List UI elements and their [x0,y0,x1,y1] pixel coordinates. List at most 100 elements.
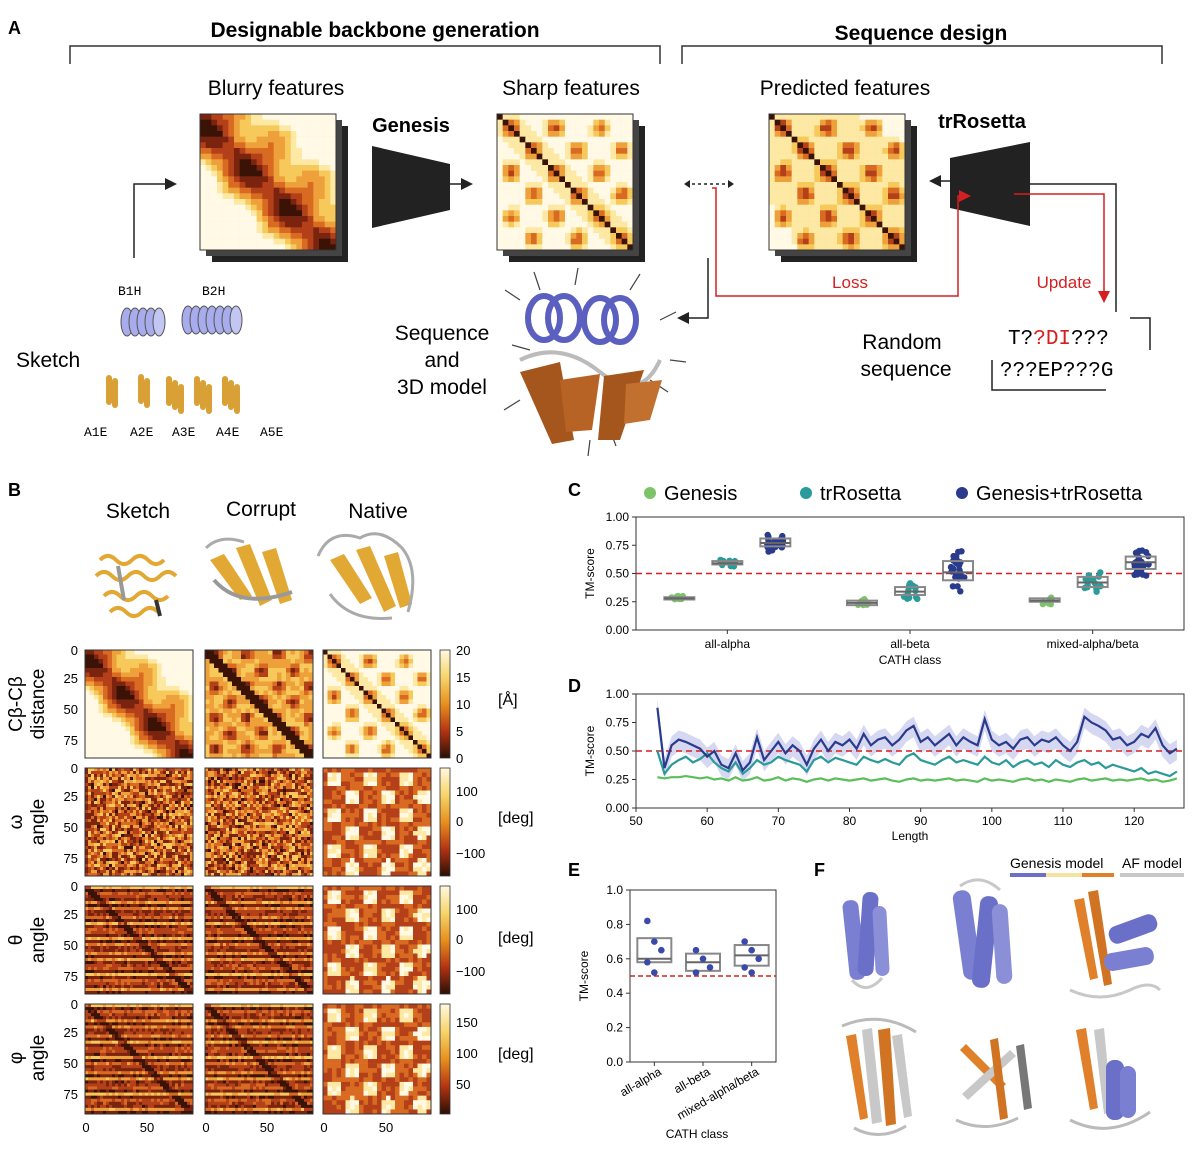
heatmap-cell [91,834,95,838]
heatmap-cell [327,681,333,687]
heatmap-cell [184,777,188,781]
heatmap-cell [587,210,594,217]
heatmap-cell [604,187,611,194]
heatmap-cell [593,159,600,166]
heatmap-cell [290,176,297,183]
heatmap-cell [395,650,400,655]
heatmap-cell [112,731,117,736]
heatmap-cell [97,786,101,790]
heatmap-cell [127,792,131,796]
heatmap-cell [214,659,219,664]
heatmap-cell [205,699,210,705]
heatmap-cell [327,726,333,732]
heatmap-cell [399,753,405,759]
heatmap-cell [148,867,152,871]
heatmap-cell [281,713,287,718]
heatmap-cell [205,131,212,137]
heatmap-cell [175,672,180,678]
heatmap-cell [217,199,223,205]
heatmap-cell [91,774,95,778]
heatmap-cell [106,864,110,868]
heatmap-cell [226,771,230,775]
heatmap-cell [422,663,427,669]
heatmap-cell [157,708,162,714]
heatmap-cell [152,704,158,709]
heatmap-cell [154,855,158,859]
heatmap-cell [372,659,378,664]
heatmap-cell [163,867,167,871]
heatmap-cell [222,227,229,234]
heatmap-cell [854,136,860,143]
heatmap-cell [553,221,560,228]
heatmap-cell [290,170,297,177]
heatmap-cell [106,777,110,781]
heatmap-cell [426,650,432,655]
heatmap-cell [118,771,122,775]
heatmap-cell [130,777,134,781]
heatmap-cell [548,153,554,160]
heatmap-cell [324,136,331,143]
heatmap-cell [178,771,182,775]
heatmap-cell [899,159,906,166]
heatmap-cell [184,740,189,745]
heatmap-cell [525,159,532,166]
heatmap-cell [307,182,314,188]
heatmap-cell [188,749,194,754]
heatmap-cell [831,221,838,228]
heatmap-cell [553,153,560,160]
heatmap-cell [187,795,191,799]
heatmap-cell [232,650,237,655]
heatmap-cell [175,704,180,709]
heatmap-cell [774,159,781,166]
heatmap-cell [148,804,152,808]
heatmap-cell [181,792,185,796]
heatmap-cell [848,199,855,205]
heatmap-cell [825,221,832,228]
heatmap-cell [769,153,775,160]
heatmap-cell [536,187,543,194]
heatmap-cell [124,795,128,799]
heatmap-cell [319,187,325,194]
heatmap-cell [814,119,821,126]
heatmap-cell [184,708,189,714]
heatmap-cell [178,816,182,820]
heatmap-cell [283,774,287,778]
heatmap-cell [525,176,532,183]
heatmap-cell [205,233,212,239]
heatmap-cell [268,659,273,664]
heatmap-cell [214,753,219,759]
heatmap-cell [508,165,515,171]
heatmap-cell [295,668,300,673]
heatmap-cell [244,768,248,772]
heatmap-cell [94,783,98,787]
heatmap-cell [363,654,369,660]
heatmap-cell [178,786,182,790]
heatmap-cell [837,233,843,239]
heatmap-cell [236,744,242,750]
heatmap-cell [791,114,798,120]
heatmap-cell [139,855,143,859]
heatmap-cell [865,244,872,251]
heatmap-cell [121,801,125,805]
heatmap-cell [161,659,167,664]
heatmap-cell [169,777,173,781]
heatmap-cell [426,722,432,727]
heatmap-cell [319,119,325,126]
heatmap-cell [599,210,605,217]
heatmap-cell [234,148,240,154]
heatmap-cell [553,136,560,143]
heatmap-cell [211,193,218,200]
heatmap-cell [94,840,98,844]
heatmap-cell [121,708,126,714]
heatmap-cell [304,735,309,741]
heatmap-cell [121,852,125,856]
heatmap-cell [154,828,158,832]
heatmap-cell [525,131,532,137]
heatmap-cell [148,795,152,799]
heatmap-cell [245,114,252,120]
heatmap-cell [359,731,364,736]
heatmap-cell [310,768,314,772]
heatmap-cell [178,870,182,874]
heatmap-cell [299,659,305,664]
heatmap-cell [234,187,240,194]
